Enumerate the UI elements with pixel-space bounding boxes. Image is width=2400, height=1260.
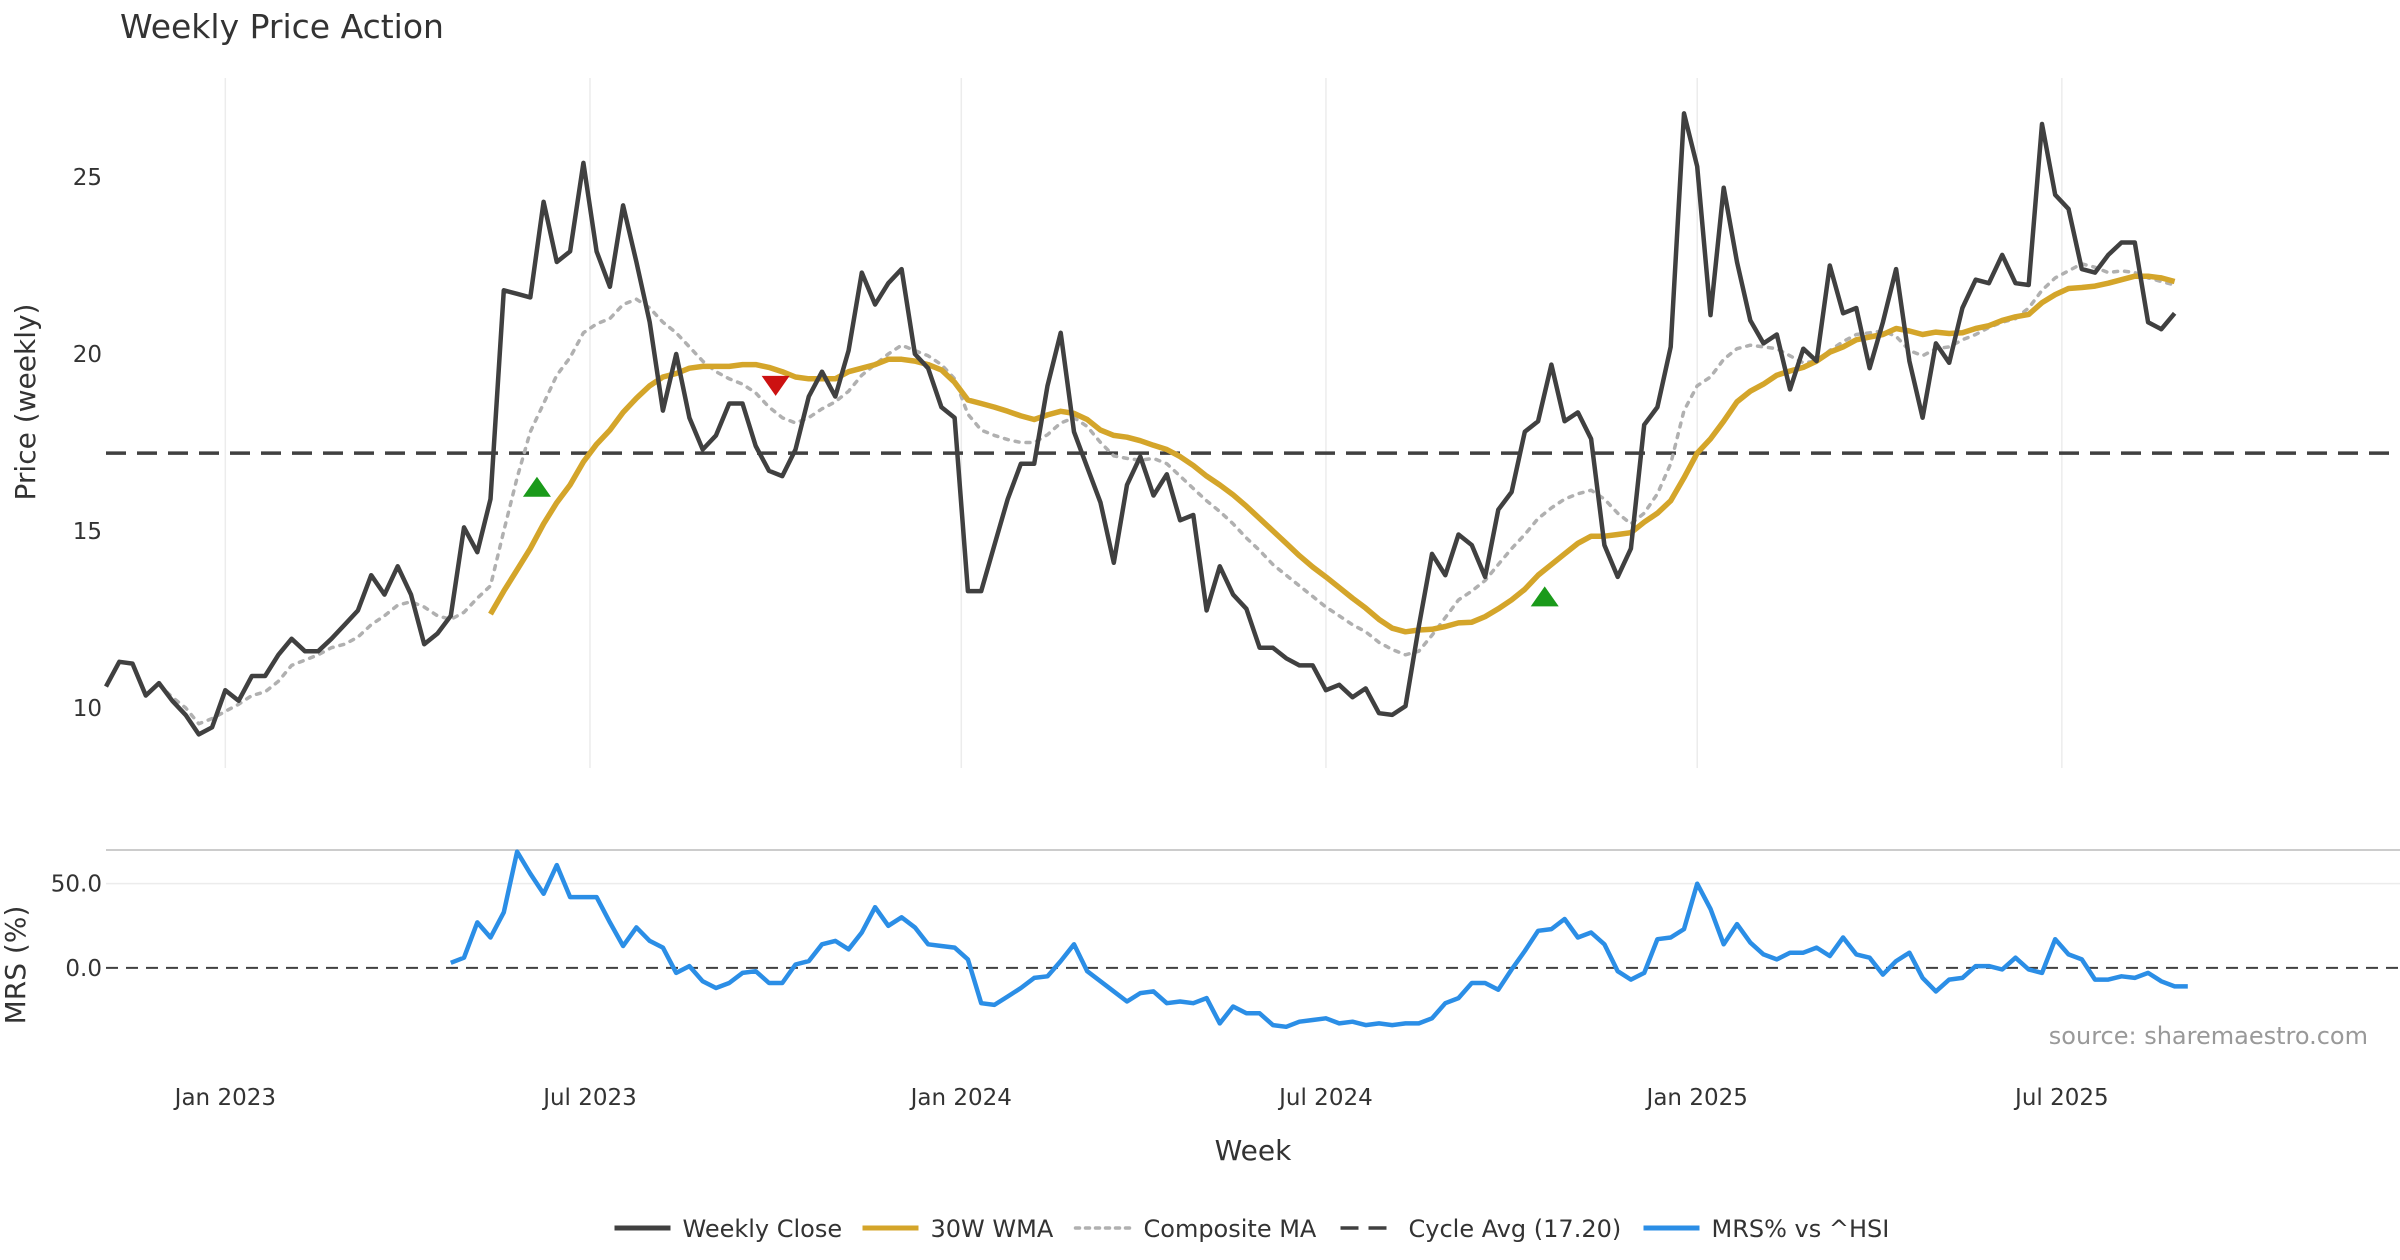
y-tick-label: 15 (73, 519, 102, 545)
y-tick-label: 10 (73, 696, 102, 722)
buy-signal-marker (522, 476, 551, 497)
x-tick-label: Jul 2024 (1277, 1085, 1373, 1111)
y-axis-label: Price (weekly) (9, 304, 42, 501)
mrs-panel: 50.0 0.0 (51, 849, 2400, 1030)
y-tick-label: 25 (73, 165, 102, 191)
composite-ma-line (157, 262, 2177, 726)
buy-signal-marker (1530, 586, 1559, 607)
legend-label: MRS% vs ^HSI (1712, 1215, 1890, 1243)
price-panel: 10 15 20 25 (73, 78, 2400, 768)
x-axis: Jan 2023 Jul 2023 Jan 2024 Jul 2024 Jan 2025… (173, 1085, 2109, 1111)
x-tick-label: Jan 2023 (173, 1085, 276, 1111)
chart-title: Weekly Price Action (120, 7, 444, 46)
x-tick-label: Jul 2025 (2013, 1085, 2109, 1111)
legend: Weekly Close 30W WMA Composite MA Cycle Avg… (614, 1215, 1890, 1243)
mrs-line (449, 849, 2188, 1030)
x-tick-label: Jan 2024 (909, 1085, 1012, 1111)
wma-30w-line (488, 273, 2176, 635)
legend-label: Weekly Close (683, 1215, 843, 1243)
mrs-tick-label: 0.0 (65, 956, 102, 982)
mrs-axis-label: MRS (%) (0, 906, 32, 1025)
source-text: source: sharemaestro.com (2049, 1022, 2368, 1050)
mrs-tick-label: 50.0 (51, 872, 102, 898)
sell-signal-marker (761, 375, 790, 396)
x-tick-label: Jul 2023 (541, 1085, 637, 1111)
legend-label: Cycle Avg (17.20) (1409, 1215, 1622, 1243)
y-tick-label: 20 (73, 342, 102, 368)
legend-label: Composite MA (1144, 1215, 1317, 1243)
x-axis-label: Week (1215, 1134, 1292, 1167)
legend-label: 30W WMA (931, 1215, 1054, 1243)
weekly-close-line (104, 111, 2177, 737)
x-tick-label: Jan 2025 (1645, 1085, 1748, 1111)
